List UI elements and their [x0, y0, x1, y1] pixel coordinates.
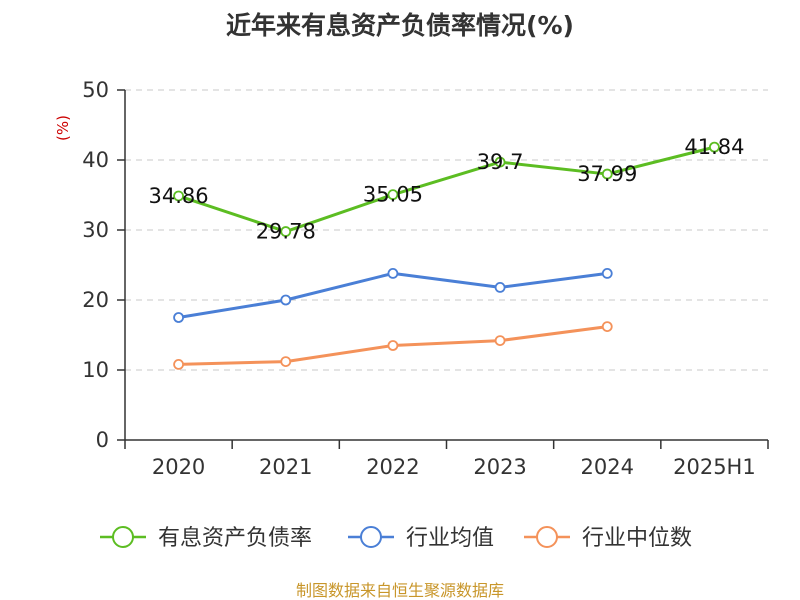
data-label: 35.05 — [363, 183, 423, 207]
legend-label: 有息资产负债率 — [158, 526, 312, 551]
legend-label: 行业中位数 — [582, 526, 692, 551]
data-point — [280, 226, 292, 237]
data-point — [494, 156, 506, 168]
data-point — [494, 335, 506, 347]
data-point — [387, 267, 399, 279]
data-point — [173, 358, 184, 370]
series-lines — [173, 141, 720, 370]
x-tick-label: 2024 — [581, 455, 634, 479]
data-point — [387, 340, 399, 351]
y-tick-label: 50 — [82, 78, 109, 102]
y-tick-label: 30 — [82, 218, 109, 242]
y-tick-label: 0 — [96, 428, 109, 452]
data-point — [709, 141, 720, 153]
legend-marker — [536, 526, 558, 548]
data-point — [173, 312, 184, 323]
y-tick-label: 20 — [82, 288, 109, 312]
data-point — [601, 321, 613, 333]
data-point — [601, 168, 613, 180]
source-note: 制图数据来自恒生聚源数据库 — [296, 581, 504, 600]
data-point — [173, 190, 184, 202]
y-axis-unit-label: (%) — [54, 115, 72, 141]
data-point — [280, 294, 292, 306]
x-tick-label: 2023 — [473, 455, 526, 479]
data-label: 37.99 — [577, 162, 637, 186]
data-label: 29.78 — [256, 220, 316, 244]
legend-marker — [360, 526, 382, 548]
series-line-0 — [178, 145, 715, 234]
data-point — [280, 356, 292, 368]
y-tick-label: 40 — [82, 148, 109, 172]
data-point — [387, 189, 399, 201]
data-label: 39.7 — [477, 150, 524, 174]
data-label: 34.86 — [149, 184, 209, 208]
data-point — [494, 281, 506, 293]
legend-marker — [112, 526, 134, 548]
data-point — [601, 267, 613, 279]
chart-title: 近年来有息资产负债率情况(%) — [226, 11, 574, 40]
gridlines — [125, 89, 768, 371]
series-line-1 — [178, 271, 608, 319]
axes: 0 10 20 30 40 50 2020 2021 2022 2023 2024 2025H1 — [82, 78, 769, 479]
y-tick-label: 10 — [82, 358, 109, 382]
x-tick-label: 2020 — [152, 455, 205, 479]
x-tick-label: 2025H1 — [673, 455, 756, 479]
data-labels: 34.86 29.78 35.05 39.7 37.99 41.84 — [149, 135, 745, 243]
legend: 有息资产负债率 行业均值 行业中位数 — [100, 526, 692, 551]
x-tick-label: 2021 — [259, 455, 312, 479]
data-label: 41.84 — [684, 135, 744, 159]
x-tick-label: 2022 — [366, 455, 419, 479]
legend-label: 行业均值 — [406, 526, 494, 551]
